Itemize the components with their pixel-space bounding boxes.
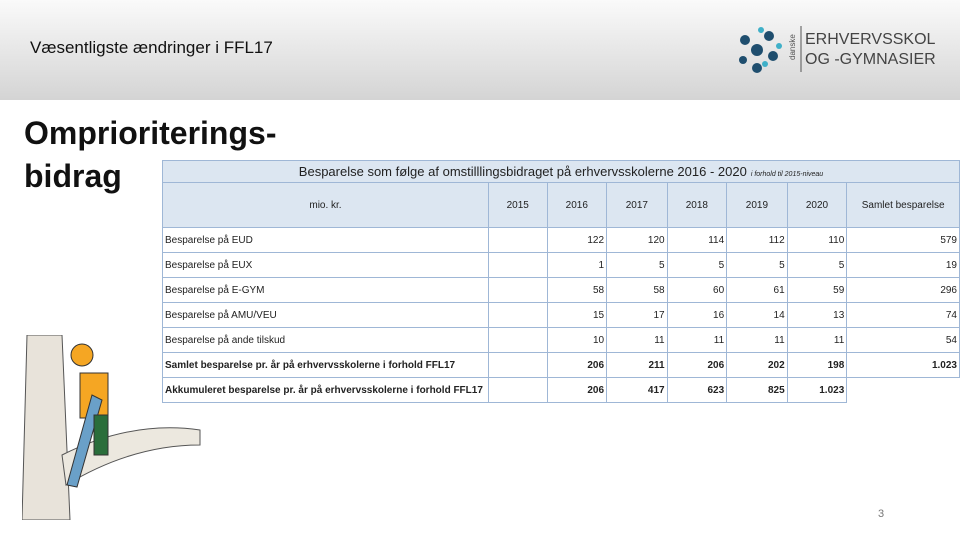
table-cell: Besparelse på EUD bbox=[162, 227, 489, 253]
table-cell: 16 bbox=[666, 302, 728, 328]
heading-line: Omprioriterings- bbox=[24, 115, 277, 151]
table-cell: 13 bbox=[786, 302, 848, 328]
table-cell: 11 bbox=[726, 327, 788, 353]
logo-line2: OG -GYMNASIER bbox=[805, 51, 935, 68]
heading-line: bidrag bbox=[24, 158, 122, 194]
column-header: 2017 bbox=[606, 182, 668, 228]
table-row: Besparelse på ande tilskud 10 11 11 11 11 54 bbox=[162, 327, 960, 353]
table-cell: 122 bbox=[546, 227, 608, 253]
table-cell: 5 bbox=[726, 252, 788, 278]
table-cell bbox=[487, 252, 548, 278]
table-cell: 417 bbox=[606, 377, 668, 403]
table-cell: 110 bbox=[786, 227, 848, 253]
table-cell: 58 bbox=[606, 277, 668, 303]
table-cell: 112 bbox=[726, 227, 788, 253]
header-title: Væsentligste ændringer i FFL17 bbox=[30, 38, 273, 57]
table-cell bbox=[487, 227, 548, 253]
table-cell: 74 bbox=[846, 302, 960, 328]
table-cell bbox=[487, 377, 548, 403]
table-row: Samlet besparelse pr. år på erhvervsskol… bbox=[162, 352, 960, 378]
table-cell: 19 bbox=[846, 252, 960, 278]
table-cell: 60 bbox=[666, 277, 728, 303]
table-row: Besparelse på E-GYM 58 58 60 61 59 296 bbox=[162, 277, 960, 303]
table-cell: 14 bbox=[726, 302, 788, 328]
table-cell: 1.023 bbox=[846, 352, 960, 378]
column-header: 2018 bbox=[666, 182, 728, 228]
table-cell: 579 bbox=[846, 227, 960, 253]
column-header: 2016 bbox=[546, 182, 608, 228]
logo-line1: ERHVERVSSKOLER bbox=[805, 31, 935, 48]
table-cell: 58 bbox=[546, 277, 608, 303]
page-number: 3 bbox=[878, 508, 885, 520]
data-table: Besparelse som følge af omstilllingsbidr… bbox=[162, 160, 960, 403]
header-row: mio. kr. 2015 2016 2017 2018 2019 2020 Samlet b… bbox=[162, 182, 960, 228]
table-cell bbox=[487, 277, 548, 303]
column-header: mio. kr. bbox=[162, 182, 489, 228]
table-row: Akkumuleret besparelse pr. år på erhverv… bbox=[162, 377, 960, 403]
column-header: Samlet besparelse bbox=[846, 182, 960, 228]
table-cell: 61 bbox=[726, 277, 788, 303]
table-cell: 623 bbox=[666, 377, 728, 403]
table-cell: 206 bbox=[546, 352, 608, 378]
table-cell: 11 bbox=[666, 327, 728, 353]
table-cell: 211 bbox=[606, 352, 668, 378]
table-cell: 825 bbox=[726, 377, 788, 403]
heading: Omprioriterings- bidrag bbox=[24, 112, 276, 198]
table-subtitle: i forhold til 2015-niveau bbox=[750, 171, 824, 178]
header-bar: Væsentligste ændringer i FFL17 danske ER… bbox=[0, 0, 960, 100]
table-cell: 1 bbox=[546, 252, 608, 278]
table-cell: Besparelse på EUX bbox=[162, 252, 489, 278]
table-cell: 17 bbox=[606, 302, 668, 328]
logo-small: danske bbox=[788, 34, 797, 60]
table-cell bbox=[487, 352, 548, 378]
table-row: Besparelse på AMU/VEU 15 17 16 14 13 74 bbox=[162, 302, 960, 328]
table-cell: 10 bbox=[546, 327, 608, 353]
table-row: Besparelse på EUD 122 120 114 112 110 579 bbox=[162, 227, 960, 253]
table-cell: 114 bbox=[666, 227, 728, 253]
column-header: 2019 bbox=[726, 182, 788, 228]
table-cell: 206 bbox=[666, 352, 728, 378]
table-cell: 120 bbox=[606, 227, 668, 253]
column-header: 2015 bbox=[487, 182, 548, 228]
table-title: Besparelse som følge af omstilllingsbidr… bbox=[162, 160, 960, 183]
table-cell: 5 bbox=[786, 252, 848, 278]
logo: danske ERHVERVSSKOLER OG -GYMNASIER bbox=[739, 26, 935, 73]
table-cell: 11 bbox=[606, 327, 668, 353]
table-cell: Besparelse på ande tilskud bbox=[162, 327, 489, 353]
table-cell: 11 bbox=[786, 327, 848, 353]
table-cell: Besparelse på E-GYM bbox=[162, 277, 489, 303]
table-cell: 5 bbox=[666, 252, 728, 278]
table-cell: 296 bbox=[846, 277, 960, 303]
table-cell: 198 bbox=[786, 352, 848, 378]
column-header: 2020 bbox=[786, 182, 848, 228]
table-cell: 54 bbox=[846, 327, 960, 353]
table-cell: 206 bbox=[546, 377, 608, 403]
table-cell bbox=[487, 327, 548, 353]
table-cell bbox=[846, 377, 960, 403]
table-cell bbox=[487, 302, 548, 328]
table-cell: 59 bbox=[786, 277, 848, 303]
table-cell: Akkumuleret besparelse pr. år på erhverv… bbox=[162, 377, 489, 403]
table-cell: 1.023 bbox=[786, 377, 848, 403]
table-cell: Besparelse på AMU/VEU bbox=[162, 302, 489, 328]
table-cell: Samlet besparelse pr. år på erhvervsskol… bbox=[162, 352, 489, 378]
title-row: Besparelse som følge af omstilllingsbidr… bbox=[162, 160, 960, 183]
table-row: Besparelse på EUX 1 5 5 5 5 19 bbox=[162, 252, 960, 278]
table-cell: 5 bbox=[606, 252, 668, 278]
illustration bbox=[22, 335, 201, 520]
table-cell: 202 bbox=[726, 352, 788, 378]
table-title-text: Besparelse som følge af omstilllingsbidr… bbox=[298, 164, 747, 179]
table-cell: 15 bbox=[546, 302, 608, 328]
